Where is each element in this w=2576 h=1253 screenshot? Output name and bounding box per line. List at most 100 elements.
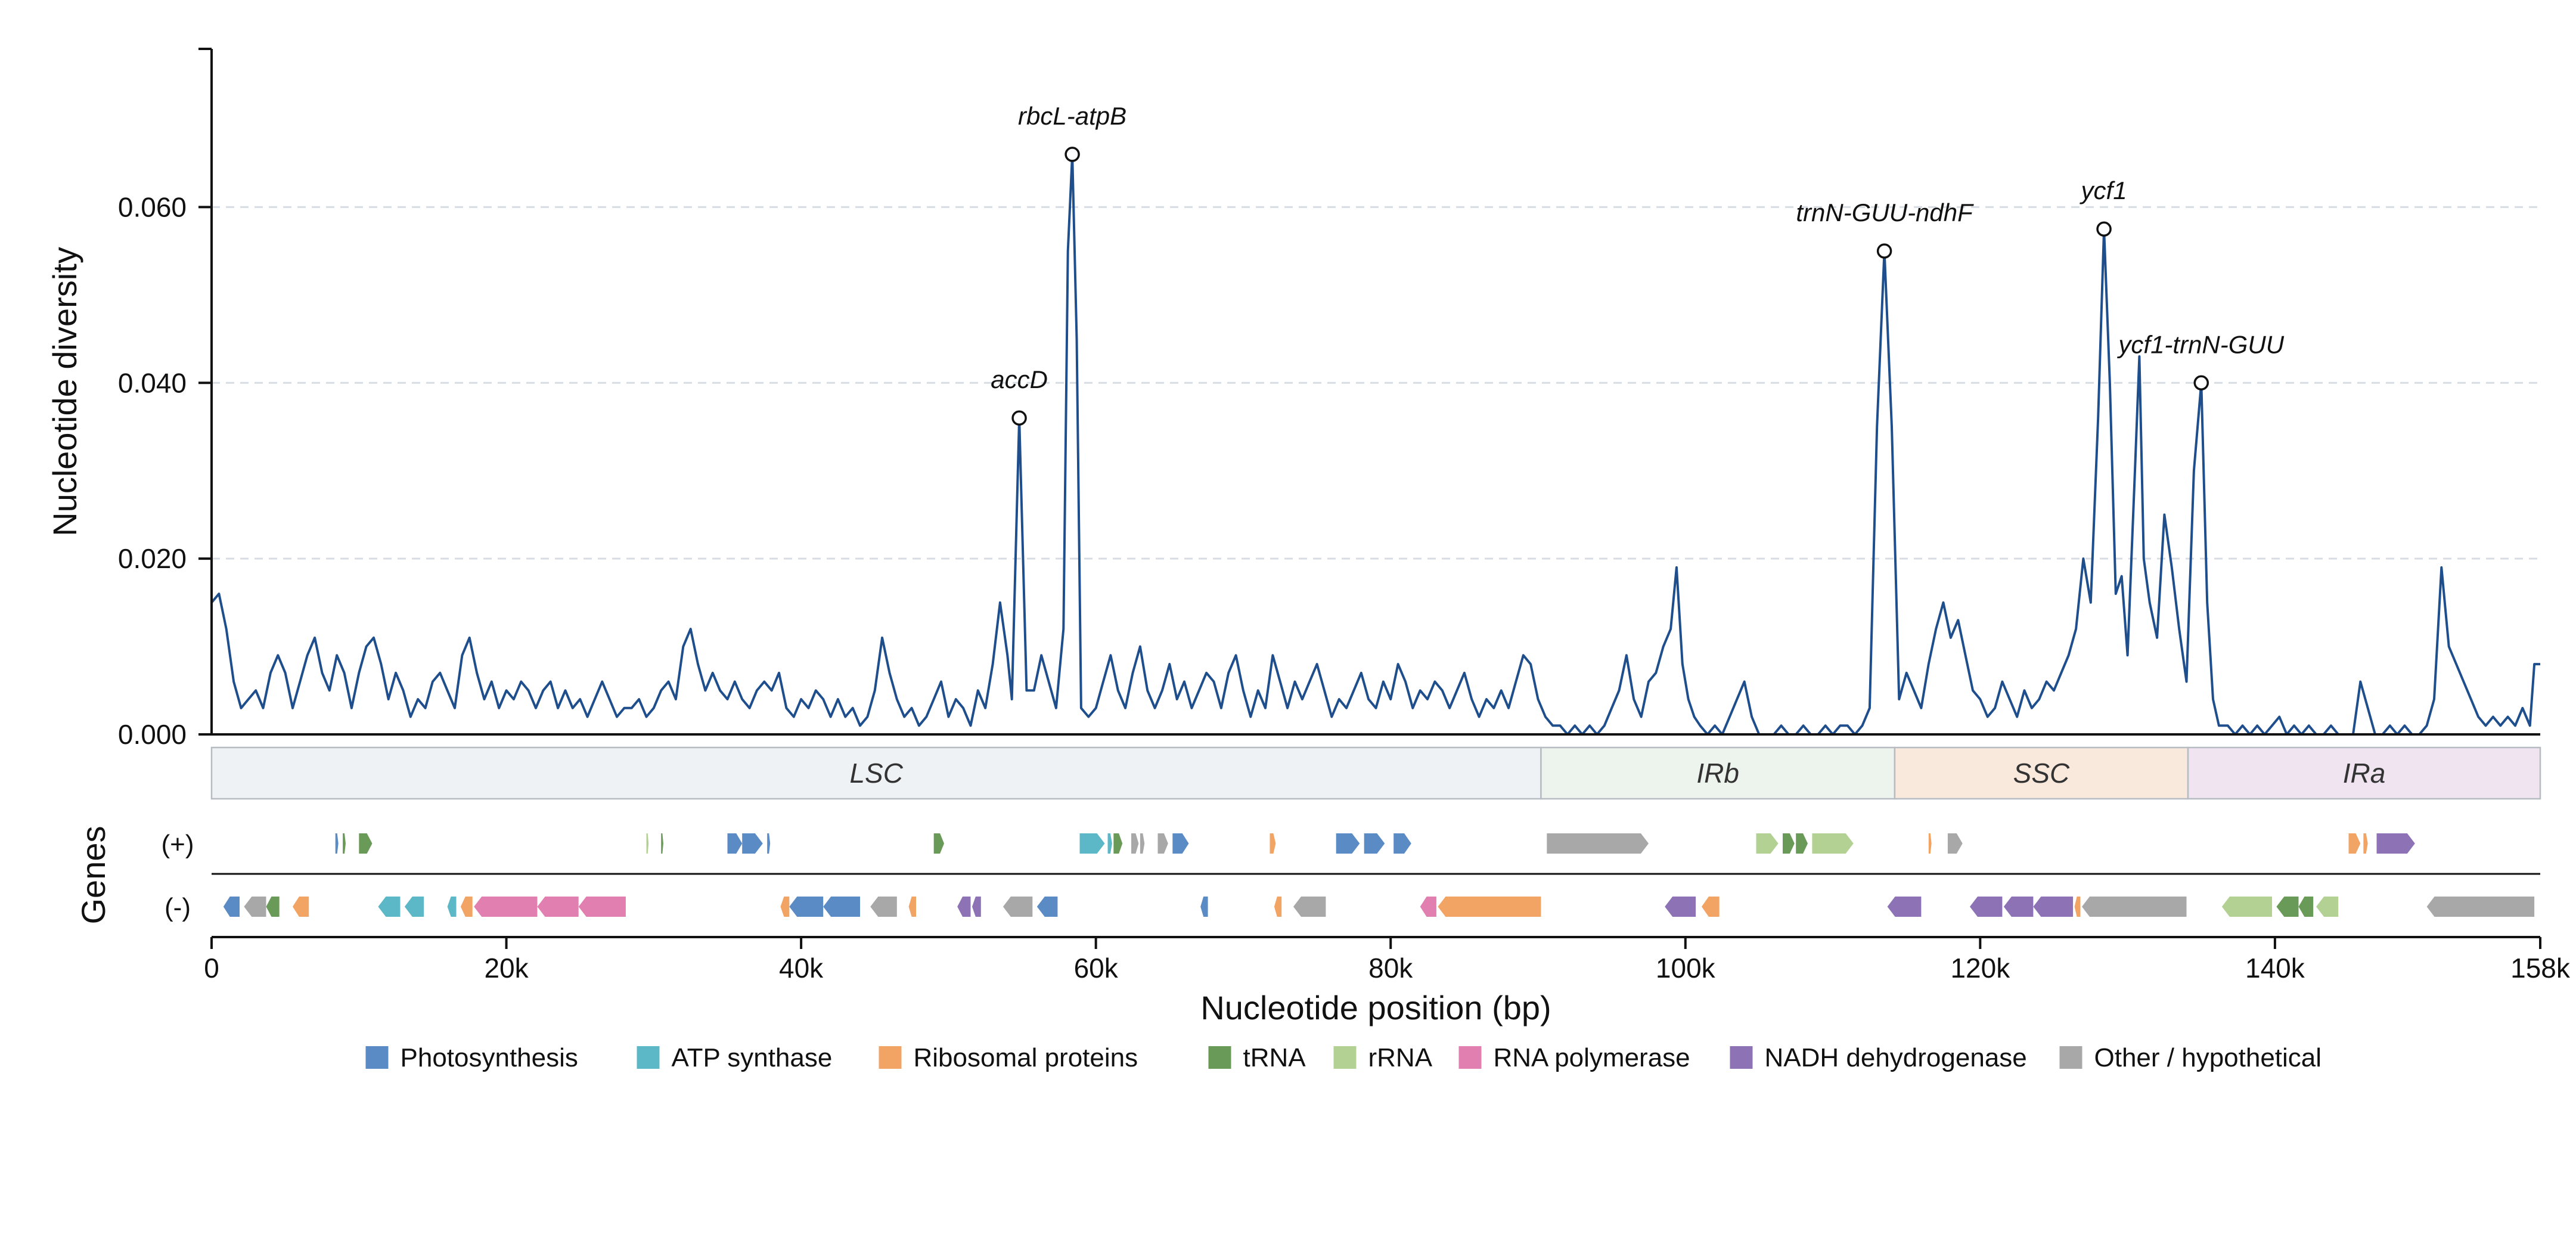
legend-swatch <box>1333 1046 1357 1069</box>
gene-plus <box>2376 833 2415 854</box>
gene-plus <box>359 833 373 854</box>
gene-plus <box>1079 833 1105 854</box>
gene-minus <box>1438 897 1541 917</box>
gene-plus <box>1172 833 1189 854</box>
axes: 0.000 0.020 0.040 0.060 0 20k 40k 60k 80k 100k 120… <box>118 48 2571 984</box>
peak-label: trnN-GUU-ndhF <box>1796 199 1974 227</box>
region-label: LSC <box>849 758 903 789</box>
gene-minus <box>1970 897 2003 917</box>
peak-marker <box>2193 375 2209 391</box>
gene-plus <box>1364 833 1385 854</box>
gene-minus <box>2003 897 2034 917</box>
gene-minus <box>2033 897 2074 917</box>
legend-label: NADH dehydrogenase <box>1765 1043 2027 1072</box>
gene-minus <box>1702 897 1720 917</box>
region-label: IRa <box>2343 758 2386 789</box>
legend-swatch <box>1730 1046 1753 1069</box>
gene-minus <box>1887 897 1922 917</box>
region-ira <box>2187 746 2541 800</box>
y-tick-label: 0.040 <box>118 367 187 398</box>
region-irb <box>1540 746 1896 800</box>
gene-minus <box>460 897 473 917</box>
y-tick-label: 0.000 <box>118 719 187 750</box>
x-tick-label: 140k <box>2245 953 2305 984</box>
plus-strand-label: (+) <box>162 830 194 859</box>
legend: Photosynthesis ATP synthase Ribosomal prot… <box>365 1043 2321 1072</box>
gene-minus <box>378 897 401 917</box>
gene-plus <box>1756 833 1779 854</box>
gene-minus <box>789 897 824 917</box>
legend-swatch <box>1208 1046 1231 1069</box>
gene-track <box>212 833 2540 917</box>
gene-plus <box>1796 833 1808 854</box>
legend-label: rRNA <box>1368 1043 1433 1072</box>
x-tick-label: 158k <box>2510 953 2571 984</box>
gene-plus <box>742 833 763 854</box>
legend-swatch <box>879 1046 902 1069</box>
x-tick-label: 100k <box>1656 953 1716 984</box>
peak-marker <box>2096 221 2112 237</box>
gene-minus <box>957 897 971 917</box>
gene-plus <box>1157 833 1168 854</box>
peak-label: rbcL-atpB <box>1018 102 1126 130</box>
gene-minus <box>1665 897 1696 917</box>
gene-plus <box>1393 833 1411 854</box>
gene-minus <box>1420 897 1436 917</box>
gene-minus <box>780 897 790 917</box>
gene-minus <box>2316 897 2339 917</box>
gene-plus <box>767 833 771 854</box>
gene-plus <box>335 833 339 854</box>
grid-lines <box>212 206 2540 560</box>
gene-plus <box>1947 833 1963 854</box>
region-label: SSC <box>2013 758 2070 789</box>
gene-minus <box>2276 897 2299 917</box>
diversity-series-line <box>210 153 2540 736</box>
gene-minus <box>578 897 626 917</box>
region-band: LSC IRb SSC IRa <box>210 746 2541 800</box>
gene-minus <box>266 897 280 917</box>
legend-label: Photosynthesis <box>401 1043 578 1072</box>
peak-label: ycf1 <box>2080 176 2127 204</box>
gene-plus <box>1812 833 1854 854</box>
peak-marker <box>1876 243 1892 259</box>
gene-minus <box>244 897 266 917</box>
x-tick-label: 80k <box>1368 953 1413 984</box>
gene-minus <box>1293 897 1326 917</box>
gene-minus <box>223 897 240 917</box>
region-lsc <box>210 746 1542 800</box>
gene-minus <box>870 897 897 917</box>
gene-plus <box>727 833 743 854</box>
gene-minus <box>1036 897 1058 917</box>
x-axis-title: Nucleotide position (bp) <box>1200 989 1551 1026</box>
gene-plus <box>933 833 944 854</box>
gene-minus <box>2082 897 2187 917</box>
x-tick-label: 120k <box>1950 953 2010 984</box>
gene-minus <box>293 897 309 917</box>
gene-minus <box>1003 897 1033 917</box>
y-axis-title: Nucleotide diversity <box>46 247 83 536</box>
gene-plus <box>1270 833 1276 854</box>
gene-minus <box>474 897 538 917</box>
gene-plus <box>1140 833 1145 854</box>
gene-plus <box>1547 833 1649 854</box>
peak-label: ycf1-trnN-GUU <box>2116 330 2284 358</box>
gene-minus <box>908 897 916 917</box>
x-tick-label: 0 <box>204 953 219 984</box>
gene-plus <box>343 833 346 854</box>
gene-plus <box>2363 833 2368 854</box>
legend-label: Ribosomal proteins <box>914 1043 1138 1072</box>
y-tick-label: 0.060 <box>118 191 187 222</box>
gene-plus <box>661 833 663 854</box>
legend-label: RNA polymerase <box>1494 1043 1690 1072</box>
gene-plus <box>1131 833 1139 854</box>
gene-plus <box>1928 833 1932 854</box>
peak-label: accD <box>991 365 1048 393</box>
gene-minus <box>537 897 579 917</box>
peak-annotations: accD rbcL-atpB trnN-GUU-ndhF ycf1 ycf1-trnN-… <box>991 102 2285 426</box>
peak-marker <box>1064 147 1080 162</box>
legend-swatch <box>365 1046 389 1069</box>
gene-minus <box>447 897 457 917</box>
gene-minus <box>823 897 860 917</box>
gene-minus <box>2426 897 2535 917</box>
